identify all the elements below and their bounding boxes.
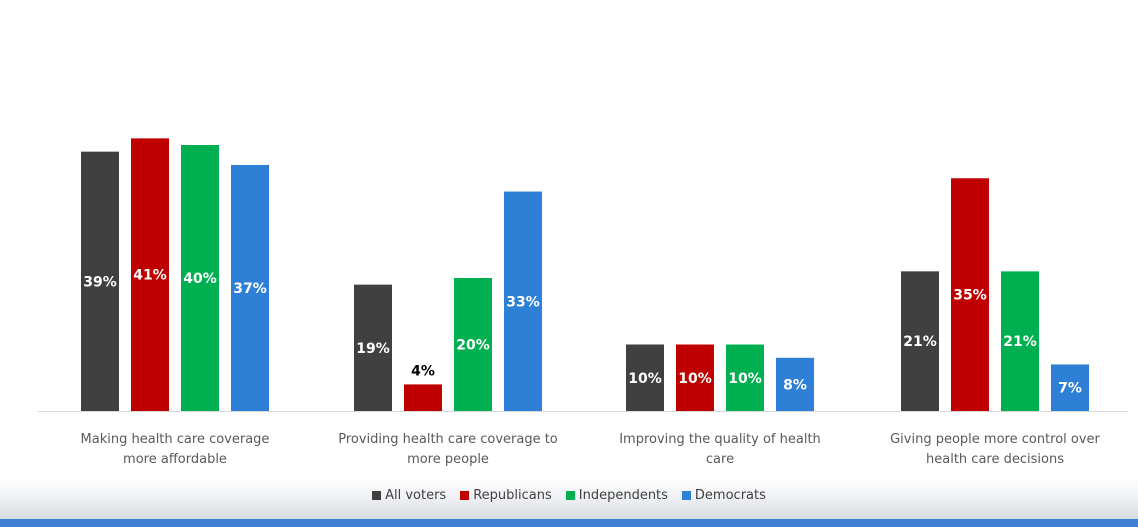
legend: All voters Republicans Independents Democra…: [0, 488, 1138, 503]
category-label-3: Improving the quality of health care: [619, 432, 821, 467]
data-label-democrats-2: 33%: [506, 294, 540, 310]
bar-republicans-1: [131, 138, 169, 411]
data-labels-group: 39% 41% 40% 37% 19% 4% 20% 33% 10% 10% 10% 8% 21% 35%…: [83, 268, 1082, 397]
legend-item-all-voters: All voters: [372, 488, 446, 503]
bar-all-voters-1: [81, 151, 119, 411]
bar-all-voters-4: [901, 271, 939, 411]
bar-democrats-4: [1051, 364, 1089, 411]
legend-swatch: [681, 491, 691, 500]
data-label-democrats-4: 7%: [1058, 381, 1082, 397]
legend-background: [0, 478, 1138, 522]
bar-republicans-2: [404, 384, 442, 411]
category-labels-group: Making health care coverage more affordab…: [81, 432, 1101, 467]
data-label-all-voters-1: 39%: [83, 274, 117, 290]
data-label-republicans-2: 4%: [411, 363, 435, 379]
category-label-4: Giving people more control over health ca…: [890, 432, 1100, 467]
bar-republicans-3: [676, 344, 714, 411]
bar-all-voters-2: [354, 284, 392, 411]
bar-independents-3: [726, 344, 764, 411]
data-label-independents-4: 21%: [1003, 334, 1037, 350]
data-label-republicans-4: 35%: [953, 288, 987, 304]
data-label-all-voters-4: 21%: [903, 334, 937, 350]
legend-item-democrats: Democrats: [681, 488, 766, 503]
data-label-democrats-3: 8%: [783, 377, 807, 393]
bar-independents-2: [454, 278, 492, 411]
data-label-independents-1: 40%: [183, 271, 217, 287]
legend-item-independents: Independents: [565, 488, 668, 503]
legend-label: All voters: [385, 488, 447, 503]
bar-republicans-4: [951, 178, 989, 411]
data-label-democrats-1: 37%: [233, 281, 267, 297]
legend-item-republicans: Republicans: [460, 488, 552, 503]
legend-swatch: [372, 491, 382, 500]
bars-group: [81, 138, 1089, 411]
bar-democrats-2: [504, 191, 542, 411]
legend-label: Republicans: [473, 488, 552, 503]
data-label-republicans-3: 10%: [678, 371, 712, 387]
data-label-all-voters-2: 19%: [356, 341, 390, 357]
legend-label: Independents: [578, 488, 668, 503]
data-label-all-voters-3: 10%: [628, 371, 662, 387]
category-label-2: Providing health care coverage to more pe…: [338, 432, 558, 467]
bar-independents-4: [1001, 271, 1039, 411]
legend-label: Democrats: [694, 488, 766, 503]
data-label-independents-3: 10%: [728, 371, 762, 387]
bottom-accent-bar: [0, 519, 1138, 527]
legend-swatch: [460, 491, 470, 500]
bar-all-voters-3: [626, 344, 664, 411]
data-label-republicans-1: 41%: [133, 268, 167, 284]
bar-democrats-1: [231, 164, 269, 411]
data-label-independents-2: 20%: [456, 338, 490, 354]
bar-democrats-3: [776, 357, 814, 411]
category-label-1: Making health care coverage more affordab…: [81, 432, 270, 467]
legend-swatch: [565, 491, 575, 500]
bar-independents-1: [181, 145, 219, 411]
